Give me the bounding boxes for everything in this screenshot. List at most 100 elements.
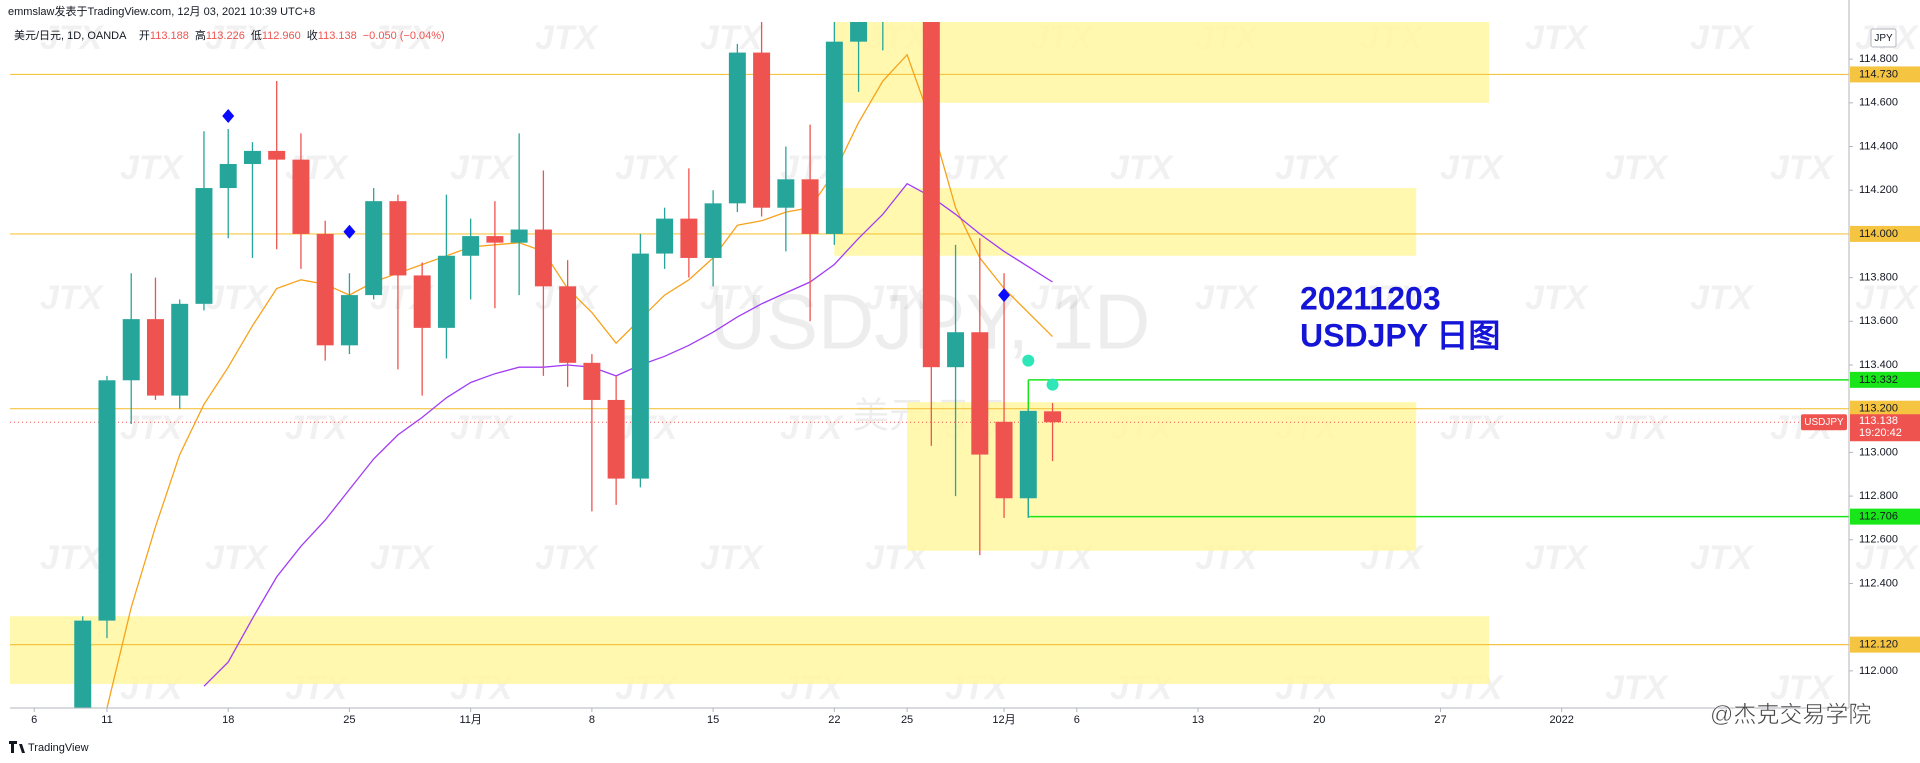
watermark-logo: JTX	[1525, 19, 1590, 57]
y-tick-label: 112.800	[1859, 490, 1898, 502]
zone	[834, 188, 1417, 256]
watermark-logo: JTX	[700, 279, 765, 317]
candle-body	[462, 236, 480, 256]
watermark-logo: JTX	[865, 279, 930, 317]
axes: 114.800 114.600 114.400 114.200 113.800 113.6…	[31, 53, 1920, 726]
x-tick-label: 6	[31, 714, 37, 726]
x-tick-label: 11月	[459, 714, 481, 726]
y-tick-label: 112.000	[1859, 665, 1898, 677]
watermark-logo: JTX	[1690, 279, 1755, 317]
y-tick-label: 114.400	[1859, 140, 1898, 152]
y-tick-label: 112.400	[1859, 577, 1898, 589]
candle-body	[971, 332, 989, 455]
legend-change: −0.050 (−0.04%)	[363, 30, 445, 42]
candle-body	[631, 253, 649, 479]
legend-value: 113.138	[318, 30, 357, 42]
circle-marker	[1022, 354, 1035, 367]
watermark-logo: JTX	[535, 539, 600, 577]
currency: JPY	[1874, 33, 1893, 44]
level-tag-label: 114.000	[1859, 228, 1898, 240]
candle-body	[510, 229, 528, 243]
watermark-logo: JTX	[1440, 409, 1505, 447]
watermark-logo: JTX	[285, 409, 350, 447]
legend-symbol: 美元/日元, 1D, OANDA	[14, 29, 127, 42]
candle-body	[316, 233, 334, 346]
watermark-logo: JTX	[1605, 669, 1670, 707]
symbol-tag-label: USDJPY	[1804, 417, 1844, 428]
candle-body	[74, 620, 92, 708]
level-tag	[1850, 508, 1920, 525]
legend-label: 收	[307, 28, 318, 42]
candle-body	[98, 380, 116, 621]
legend-label: 开	[139, 30, 150, 42]
watermark-logo: JTX	[1360, 279, 1425, 317]
level-tag	[1850, 636, 1920, 653]
watermark-logo: JTX	[945, 149, 1010, 187]
currency-box	[1870, 28, 1897, 48]
watermark-logo: JTX	[205, 279, 270, 317]
candle-body	[1044, 411, 1062, 423]
x-tick-label: 15	[707, 714, 719, 726]
level-tag-label: 112.706	[1859, 511, 1898, 523]
level-tag-label: 114.730	[1859, 68, 1898, 80]
candle-body	[850, 22, 868, 42]
watermark-logo: JTX	[205, 539, 270, 577]
x-tick-label: 2022	[1549, 714, 1573, 726]
watermark-logo: JTX	[1275, 149, 1340, 187]
y-tick-label: 113.000	[1859, 446, 1898, 458]
x-tick-label: 22	[828, 714, 840, 726]
y-tick-label: 113.400	[1859, 359, 1898, 371]
last-price-countdown: 19:20:42	[1859, 427, 1902, 439]
x-tick-label: 6	[1074, 714, 1080, 726]
level-tag	[1850, 66, 1920, 83]
candle-body	[874, 0, 891, 5]
watermark-logo: JTX	[450, 149, 515, 187]
candle-body	[243, 150, 261, 165]
last-price-label: 113.138	[1859, 415, 1898, 427]
watermark-logo: JTX	[120, 149, 185, 187]
watermark-logo: JTX	[1855, 539, 1920, 577]
candle-body	[292, 159, 310, 234]
legend-label: 高	[195, 28, 206, 42]
candle-body	[122, 319, 140, 381]
x-tick-label: 11	[101, 714, 112, 726]
x-tick-label: 20	[1313, 714, 1325, 726]
zone	[834, 22, 1489, 103]
candle-body	[389, 201, 407, 276]
y-tick-label: 113.800	[1859, 272, 1898, 284]
watermark-logo: JTX	[1605, 409, 1670, 447]
watermark-logo: JTX	[700, 539, 765, 577]
y-tick-label: 114.600	[1859, 97, 1898, 109]
candle-body	[534, 229, 552, 287]
watermark-logo: JTX	[1690, 539, 1755, 577]
legend-label: 低	[251, 29, 262, 42]
annotation: USDJPY 日图	[1300, 317, 1500, 353]
candle-body	[753, 52, 771, 208]
symbol-tag	[1801, 414, 1847, 431]
watermark-logo: JTX	[1030, 279, 1095, 317]
watermark-logo: JTX	[120, 409, 185, 447]
watermark-logo: JTX	[1770, 669, 1835, 707]
watermark-logo: JTX	[780, 409, 845, 447]
watermark-logo: JTX	[1195, 279, 1260, 317]
candle-body	[219, 164, 237, 189]
last-price-tag	[1850, 414, 1920, 442]
candle-body	[801, 179, 819, 234]
candle-body	[365, 201, 383, 296]
candle-body	[922, 22, 940, 368]
diamond-marker	[343, 224, 356, 239]
candle-body	[777, 179, 795, 208]
candle-body	[995, 421, 1013, 499]
diamond-marker	[998, 288, 1011, 303]
candle-body	[680, 218, 698, 258]
brand-logo	[9, 741, 25, 753]
level-tag-label: 113.332	[1859, 374, 1898, 386]
watermark-logo: JTX	[370, 19, 435, 57]
zone	[10, 616, 1489, 684]
candle-body	[146, 319, 164, 396]
candle-body	[1019, 410, 1037, 499]
level-tag-label: 112.120	[1859, 639, 1898, 651]
legend-value: 113.226	[206, 30, 245, 42]
watermark-logo: JTX	[205, 19, 270, 57]
